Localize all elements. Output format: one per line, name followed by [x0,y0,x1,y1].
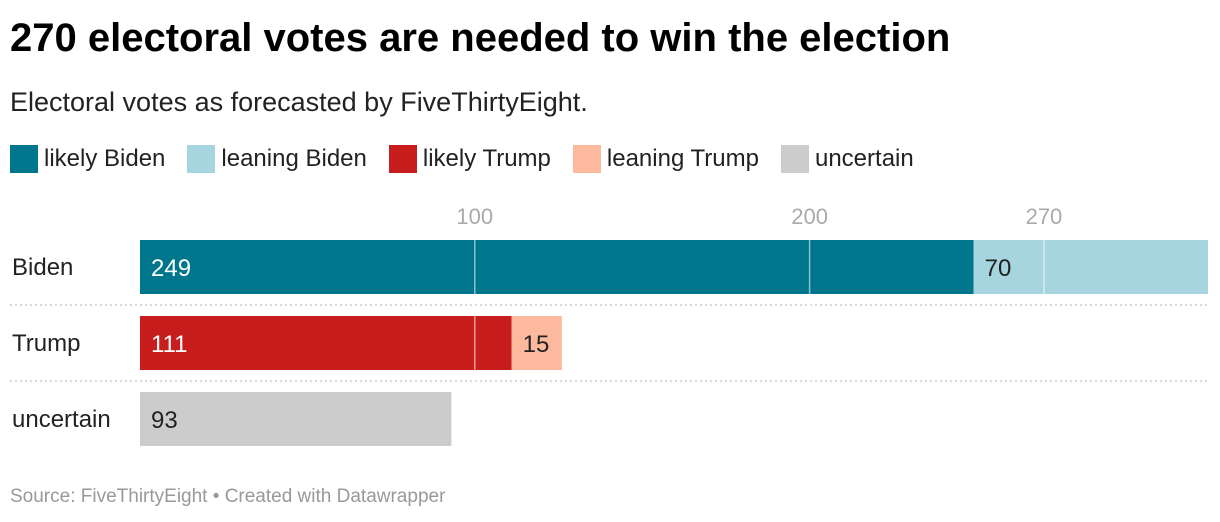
data-label-trump-likely-trump: 111 [151,331,187,358]
footer-separator: • [212,486,220,507]
x-tick-label-200: 200 [791,204,828,229]
legend-label-leaning-trump: leaning Trump [606,145,759,172]
legend-item-uncertain: uncertain [780,145,914,173]
legend-item-likely-trump: likely Trump [388,145,551,173]
category-label-uncertain: uncertain [12,406,111,433]
x-tick-label-100: 100 [456,204,493,229]
x-tick-label-270: 270 [1026,204,1063,229]
legend-item-likely-biden: likely Biden [10,145,165,173]
chart-footer: Source: FiveThirtyEight • Created with D… [10,486,445,508]
legend-swatch-leaning-trump [572,145,601,173]
legend-label-leaning-biden: leaning Biden [221,145,367,172]
bar-trump-leaning-trump [511,316,562,370]
data-label-trump-leaning-trump: 15 [523,331,550,358]
legend-label-likely-biden: likely Biden [44,145,166,172]
bar-trump-likely-trump [140,316,512,370]
bar-biden-likely-biden [140,240,974,294]
legend-swatch-likely-trump [388,145,417,173]
bar-biden-leaning-biden [973,240,1208,294]
legend: likely Biden leaning Biden likely Trump … [10,142,936,176]
chart-title: 270 electoral votes are needed to win th… [10,16,951,60]
legend-label-uncertain: uncertain [814,145,914,172]
stacked-bar-chart: 100 200 270 Biden 249 70 Trump 111 15 uncertain 93 [10,204,1208,446]
category-label-trump: Trump [12,330,80,357]
chart-subtitle: Electoral votes as forecasted by FiveThi… [10,87,588,117]
legend-item-leaning-trump: leaning Trump [572,145,759,173]
credit-text: Created with Datawrapper [224,486,446,507]
legend-swatch-likely-biden [10,145,38,173]
bar-uncertain-uncertain [140,392,452,446]
legend-swatch-leaning-biden [187,145,216,173]
legend-item-leaning-biden: leaning Biden [187,145,367,173]
category-label-biden: Biden [12,254,73,281]
data-label-biden-likely-biden: 249 [151,255,191,282]
source-text: Source: FiveThirtyEight [10,486,208,507]
data-label-uncertain-uncertain: 93 [151,407,178,434]
data-label-biden-leaning-biden: 70 [985,255,1012,282]
legend-swatch-uncertain [780,145,809,173]
legend-label-likely-trump: likely Trump [422,145,551,172]
